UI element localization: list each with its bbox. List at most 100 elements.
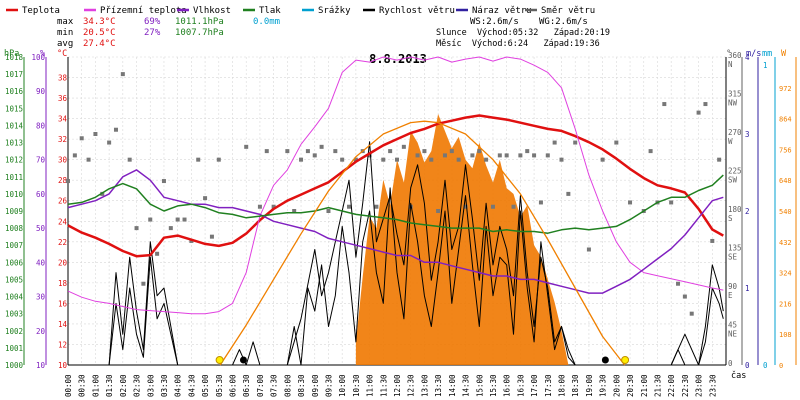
wind-direction-point [257,204,262,209]
wind-direction-point [333,149,338,154]
direction-tick-compass: W [728,137,733,146]
percent-tick-label: 10 [36,361,46,370]
legend-label: Teplota [22,6,60,16]
sunset-marker [621,356,630,364]
x-tick-label: 04:30 [187,374,196,397]
x-tick-label: 05:00 [201,374,210,397]
wind-direction-point [484,157,489,162]
x-tick-label: 06:30 [242,374,251,397]
wind-direction-point [168,226,173,231]
wind-direction-point [209,234,214,239]
wind-direction-point [532,153,537,158]
solar-tick-label: 540 [779,208,792,216]
sunrise-marker [215,356,224,364]
wind-direction-point [504,153,509,158]
wind-direction-point [107,140,112,145]
pressure-tick-label: 1009 [5,207,23,216]
wind-direction-point [415,153,420,158]
x-tick-label: 01:00 [91,374,100,397]
temperature-tick-label: 32 [58,135,67,144]
wind-direction-point [573,140,578,145]
wind-direction-point [148,217,153,222]
solar-tick-label: 432 [779,239,792,247]
wind-direction-point [319,144,324,149]
x-tick-label: 19:00 [585,374,594,397]
wind-direction-point [689,311,694,316]
x-tick-label: 01:30 [105,374,114,397]
pressure-tick-label: 1003 [5,310,23,319]
x-tick-label: 23:30 [708,374,717,397]
solar-tick-label: 108 [779,331,792,339]
axis-units: hPa % °C ° m/s mm W čas [4,49,787,381]
wind-direction-point [374,204,379,209]
pressure-tick-label: 1002 [5,327,23,336]
wind-direction-point [490,204,495,209]
wind-direction-point [518,153,523,158]
x-tick-label: 08:00 [283,374,292,397]
rain-tick-label: 1 [763,61,768,70]
pressure-tick-label: 1000 [5,361,24,370]
pressure-tick-label: 1011 [5,173,23,182]
wind-direction-point [676,281,681,286]
stat-avg-label: avg [57,39,73,49]
x-tick-label: 16:00 [503,374,512,397]
wind-direction-point [299,157,304,162]
pressure-tick-label: 1007 [5,241,23,250]
stat-min-hum: 27% [144,28,161,38]
direction-tick-label: 90 [728,282,738,291]
solar-tick-label: 756 [779,146,792,154]
wind-tick-label: 2 [745,207,750,216]
wind-direction-point [113,127,118,132]
wind-tick-label: 3 [745,130,750,139]
wind-tick-label: 0 [745,361,750,370]
unit-time: čas [731,370,746,381]
direction-tick-label: 0 [728,359,733,368]
sun-curve-line [219,120,626,366]
wind-direction-point [614,140,619,145]
x-tick-label: 15:00 [475,374,484,397]
percent-tick-label: 30 [36,293,46,302]
pressure-tick-label: 1016 [5,87,24,96]
wind-direction-point [662,102,667,107]
wind-direction-point [628,200,633,205]
solar-tick-label: 216 [779,300,792,308]
x-tick-label: 15:30 [489,374,498,397]
wind-direction-point [312,153,317,158]
wind-direction-point [401,144,406,149]
wind-direction-point [72,153,77,158]
legend-label: Náraz větru [472,6,532,16]
ground-temperature-line [67,56,724,315]
wind-direction-point [442,153,447,158]
x-tick-label: 16:30 [516,374,525,397]
x-tick-label: 23:00 [695,374,704,397]
unit-temp: °C [57,49,67,59]
legend-label: Srážky [318,6,351,16]
sun-info: Slunce Východ:05:32 Západ:20:19 [436,28,610,38]
pressure-line [67,174,724,234]
wind-direction-point [648,149,653,154]
wind-direction-point [710,238,715,243]
stat-avg-temp: 27.4°C [83,39,116,49]
direction-tick-label: 180 [728,205,742,214]
pressure-tick-label: 1006 [5,258,24,267]
pressure-tick-label: 1017 [5,70,23,79]
direction-tick-compass: N [728,60,733,69]
x-tick-label: 08:30 [297,374,306,397]
x-tick-label: 12:30 [407,374,416,397]
wind-tick-label: 1 [745,284,750,293]
pressure-tick-label: 1005 [5,275,23,284]
x-tick-label: 03:00 [146,374,155,397]
wind-direction-point [429,157,434,162]
temperature-tick-label: 36 [58,94,68,103]
percent-tick-label: 90 [36,87,46,96]
stat-max-label: max [57,17,74,27]
x-tick-label: 09:00 [311,374,320,397]
direction-tick-label: 315 [728,90,742,99]
wind-direction-point [436,209,441,213]
pressure-tick-label: 1012 [5,156,23,165]
x-tick-label: 13:00 [420,374,429,397]
x-tick-label: 05:30 [215,374,224,397]
stat-max-temp: 34.3°C [83,17,116,27]
wind-direction-point [285,149,290,154]
